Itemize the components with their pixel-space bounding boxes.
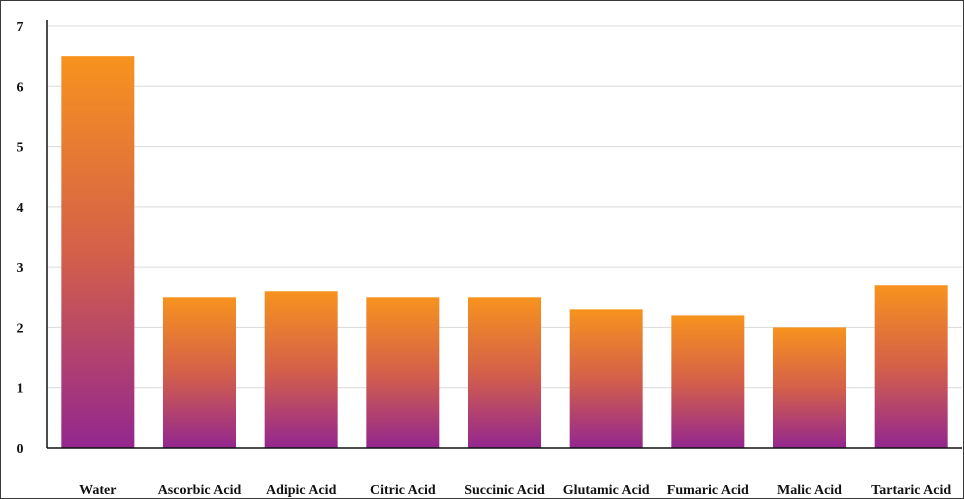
x-tick-label: Succinic Acid bbox=[464, 483, 545, 498]
bar-ascorbic-acid bbox=[163, 297, 236, 448]
x-tick-label: Glutamic Acid bbox=[563, 483, 650, 498]
bar-succinic-acid bbox=[468, 297, 541, 448]
bar-adipic-acid bbox=[264, 291, 338, 448]
y-tick-label: 4 bbox=[17, 201, 24, 216]
bar-glutamic-acid bbox=[569, 309, 643, 448]
bar-citric-acid bbox=[366, 297, 440, 448]
y-tick-label: 7 bbox=[17, 20, 24, 35]
bar-fumaric-acid bbox=[671, 315, 745, 448]
bar-malic-acid bbox=[773, 327, 846, 448]
bar-tartaric-acid bbox=[874, 285, 948, 448]
bar-water bbox=[61, 56, 135, 449]
x-tick-label: Tartaric Acid bbox=[871, 483, 951, 498]
y-tick-label: 2 bbox=[17, 321, 24, 336]
x-tick-label: Ascorbic Acid bbox=[158, 483, 242, 498]
bars bbox=[61, 56, 948, 449]
x-tick-label: Adipic Acid bbox=[266, 483, 337, 498]
y-tick-label: 5 bbox=[17, 141, 24, 156]
axes bbox=[46, 20, 962, 449]
x-tick-label: Malic Acid bbox=[777, 483, 842, 498]
x-tick-label: Fumaric Acid bbox=[667, 483, 749, 498]
y-tick-label: 1 bbox=[17, 382, 24, 397]
x-tick-labels: Water Ascorbic Acid Adipic Acid Citric Acid… bbox=[79, 483, 951, 498]
y-tick-label: 3 bbox=[17, 261, 24, 276]
y-tick-label: 0 bbox=[17, 442, 24, 457]
y-tick-label: 6 bbox=[17, 80, 24, 95]
x-tick-label: Water bbox=[79, 483, 116, 498]
y-tick-labels: 0 1 2 3 4 5 6 7 bbox=[17, 20, 24, 457]
x-tick-label: Citric Acid bbox=[370, 483, 436, 498]
